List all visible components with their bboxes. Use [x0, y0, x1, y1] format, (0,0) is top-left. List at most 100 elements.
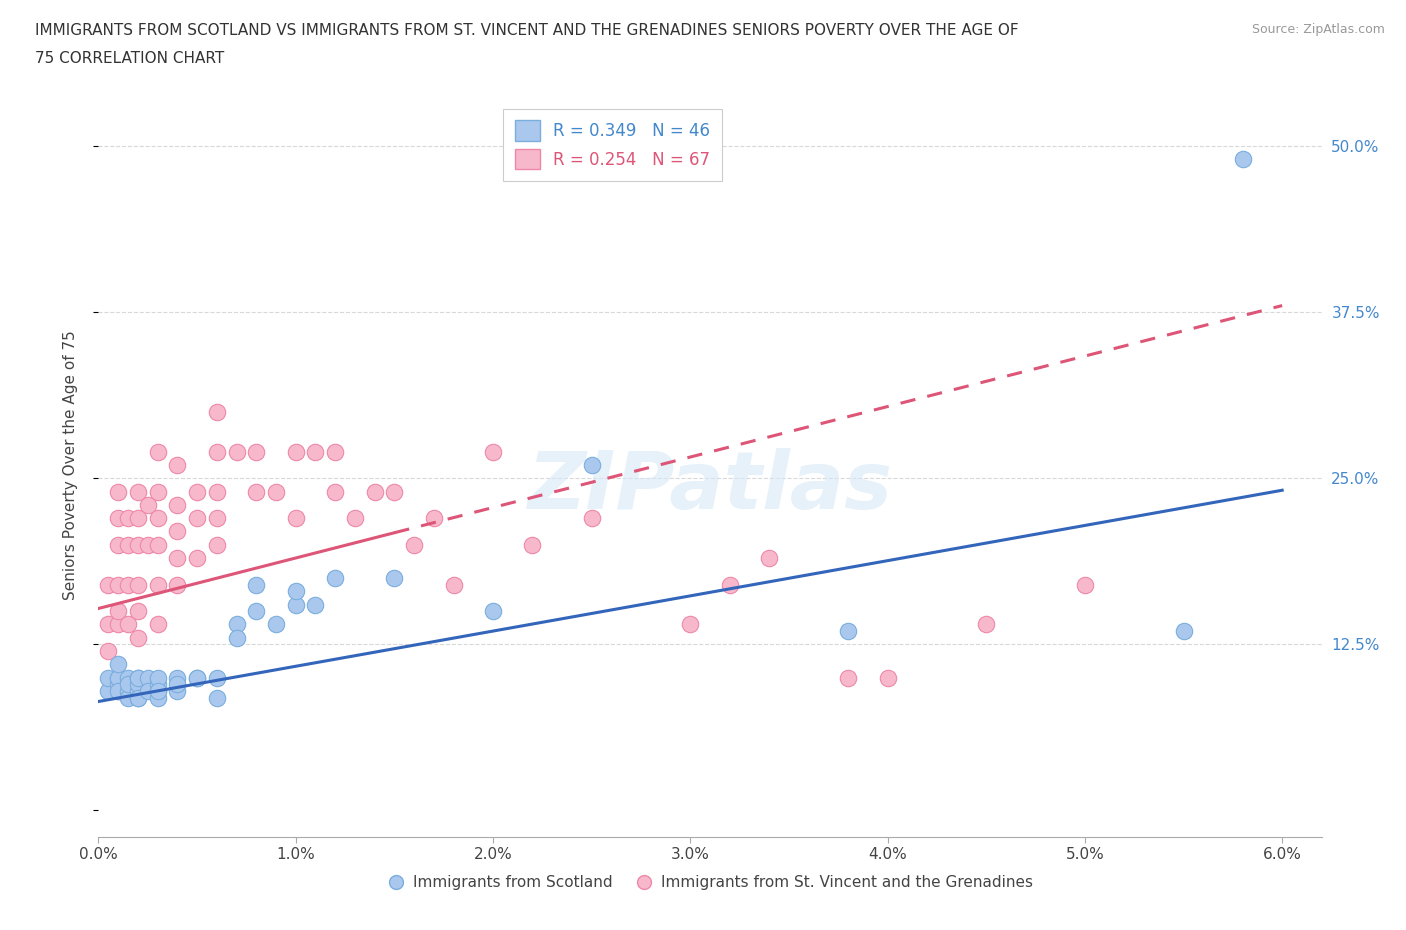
Point	[323, 570, 346, 585]
Point	[136, 538, 159, 552]
Point	[127, 690, 149, 705]
Point	[382, 570, 405, 585]
Point	[127, 677, 149, 692]
Point	[1232, 152, 1254, 166]
Point	[107, 617, 129, 631]
Point	[166, 524, 188, 538]
Point	[146, 511, 169, 525]
Point	[423, 511, 446, 525]
Point	[97, 684, 120, 698]
Point	[718, 578, 741, 592]
Point	[205, 538, 228, 552]
Point	[166, 671, 188, 685]
Point	[186, 671, 208, 685]
Point	[127, 538, 149, 552]
Point	[127, 690, 149, 705]
Text: ZIPatlas: ZIPatlas	[527, 448, 893, 526]
Point	[127, 604, 149, 618]
Point	[482, 604, 505, 618]
Point	[117, 671, 139, 685]
Point	[136, 671, 159, 685]
Point	[837, 671, 859, 685]
Point	[146, 671, 169, 685]
Point	[876, 671, 898, 685]
Legend: Immigrants from Scotland, Immigrants from St. Vincent and the Grenadines: Immigrants from Scotland, Immigrants fro…	[381, 870, 1039, 897]
Point	[225, 445, 247, 459]
Point	[758, 551, 780, 565]
Y-axis label: Seniors Poverty Over the Age of 75: Seniors Poverty Over the Age of 75	[63, 330, 77, 600]
Point	[146, 578, 169, 592]
Point	[974, 617, 997, 631]
Point	[136, 498, 159, 512]
Point	[127, 671, 149, 685]
Point	[107, 671, 129, 685]
Point	[245, 485, 267, 499]
Point	[97, 671, 120, 685]
Point	[97, 578, 120, 592]
Text: IMMIGRANTS FROM SCOTLAND VS IMMIGRANTS FROM ST. VINCENT AND THE GRENADINES SENIO: IMMIGRANTS FROM SCOTLAND VS IMMIGRANTS F…	[35, 23, 1019, 38]
Point	[127, 578, 149, 592]
Point	[225, 631, 247, 645]
Point	[107, 671, 129, 685]
Point	[117, 538, 139, 552]
Point	[205, 485, 228, 499]
Point	[146, 445, 169, 459]
Point	[245, 604, 267, 618]
Point	[443, 578, 465, 592]
Point	[245, 578, 267, 592]
Point	[97, 644, 120, 658]
Point	[117, 684, 139, 698]
Point	[146, 617, 169, 631]
Point	[1074, 578, 1097, 592]
Point	[205, 445, 228, 459]
Point	[343, 511, 366, 525]
Point	[837, 624, 859, 639]
Point	[146, 684, 169, 698]
Point	[127, 684, 149, 698]
Point	[117, 690, 139, 705]
Point	[127, 485, 149, 499]
Point	[264, 485, 287, 499]
Point	[581, 511, 603, 525]
Point	[127, 671, 149, 685]
Point	[304, 445, 326, 459]
Point	[679, 617, 702, 631]
Point	[127, 511, 149, 525]
Point	[107, 604, 129, 618]
Point	[581, 458, 603, 472]
Point	[117, 617, 139, 631]
Point	[146, 684, 169, 698]
Point	[127, 631, 149, 645]
Point	[225, 617, 247, 631]
Point	[166, 551, 188, 565]
Point	[363, 485, 385, 499]
Point	[482, 445, 505, 459]
Point	[107, 671, 129, 685]
Point	[284, 445, 307, 459]
Point	[166, 498, 188, 512]
Point	[146, 677, 169, 692]
Point	[205, 690, 228, 705]
Text: Source: ZipAtlas.com: Source: ZipAtlas.com	[1251, 23, 1385, 36]
Point	[1173, 624, 1195, 639]
Point	[186, 485, 208, 499]
Point	[166, 458, 188, 472]
Point	[146, 690, 169, 705]
Point	[97, 617, 120, 631]
Point	[146, 538, 169, 552]
Point	[205, 405, 228, 419]
Point	[186, 671, 208, 685]
Point	[107, 684, 129, 698]
Point	[284, 584, 307, 599]
Point	[107, 578, 129, 592]
Point	[166, 578, 188, 592]
Point	[323, 485, 346, 499]
Point	[522, 538, 544, 552]
Point	[166, 677, 188, 692]
Point	[323, 445, 346, 459]
Point	[107, 511, 129, 525]
Point	[284, 597, 307, 612]
Point	[166, 684, 188, 698]
Point	[304, 597, 326, 612]
Point	[264, 617, 287, 631]
